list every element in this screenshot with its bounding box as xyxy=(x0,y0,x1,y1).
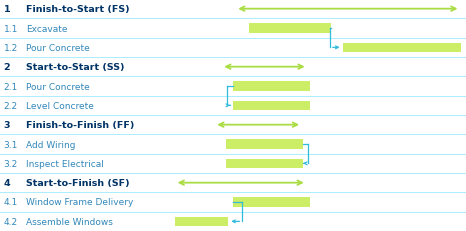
Text: Level Concrete: Level Concrete xyxy=(26,101,94,110)
FancyBboxPatch shape xyxy=(233,101,310,110)
FancyBboxPatch shape xyxy=(226,140,303,149)
Text: 4.1: 4.1 xyxy=(4,198,18,207)
Text: 3.2: 3.2 xyxy=(4,159,18,168)
Text: 4.2: 4.2 xyxy=(4,217,18,226)
Text: 2.2: 2.2 xyxy=(4,101,18,110)
Text: Window Frame Delivery: Window Frame Delivery xyxy=(26,198,133,207)
Text: Finish-to-Finish (FF): Finish-to-Finish (FF) xyxy=(26,121,134,130)
Text: Add Wiring: Add Wiring xyxy=(26,140,75,149)
Text: 1: 1 xyxy=(4,5,10,14)
Text: Start-to-Start (SS): Start-to-Start (SS) xyxy=(26,63,124,72)
Text: 2: 2 xyxy=(4,63,10,72)
Text: Assemble Windows: Assemble Windows xyxy=(26,217,112,226)
FancyBboxPatch shape xyxy=(233,82,310,91)
FancyBboxPatch shape xyxy=(233,198,310,207)
Text: 2.1: 2.1 xyxy=(4,82,18,91)
FancyBboxPatch shape xyxy=(249,24,331,33)
Text: Finish-to-Start (FS): Finish-to-Start (FS) xyxy=(26,5,129,14)
Text: 1.2: 1.2 xyxy=(4,44,18,53)
Text: 4: 4 xyxy=(4,178,10,187)
Text: Inspect Electrical: Inspect Electrical xyxy=(26,159,103,168)
Text: Start-to-Finish (SF): Start-to-Finish (SF) xyxy=(26,178,129,187)
Text: Excavate: Excavate xyxy=(26,24,67,33)
Text: Pour Concrete: Pour Concrete xyxy=(26,44,89,53)
FancyBboxPatch shape xyxy=(226,159,303,168)
Text: 1.1: 1.1 xyxy=(4,24,18,33)
Text: Pour Concrete: Pour Concrete xyxy=(26,82,89,91)
Text: 3.1: 3.1 xyxy=(4,140,18,149)
Text: 3: 3 xyxy=(4,121,10,130)
FancyBboxPatch shape xyxy=(343,43,461,53)
FancyBboxPatch shape xyxy=(175,217,228,226)
